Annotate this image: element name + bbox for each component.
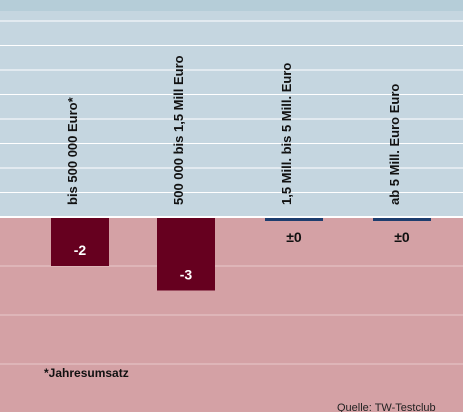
footnote: *Jahresumsatz [44,366,129,380]
source-note: Quelle: TW-Testclub [337,402,436,412]
value-labels: -2 -3 ±0 ±0 [74,229,410,283]
gridlines [0,20,463,365]
category-labels: bis 500 000 Euro* 500 000 bis 1,5 Mill Eu… [65,55,402,205]
bars [51,216,431,291]
top-band [0,0,463,11]
category-label: 500 000 bis 1,5 Mill Euro [171,55,186,205]
bar [157,217,215,291]
bar [373,216,431,221]
value-label: ±0 [286,229,302,245]
value-label: -3 [180,267,193,283]
category-label: 1,5 Mill. bis 5 Mill. Euro [279,63,294,205]
bar [51,217,109,266]
category-label: ab 5 Mill. Euro Euro [387,84,402,205]
bar [265,216,323,221]
category-label: bis 500 000 Euro* [65,96,80,205]
value-label: -2 [74,242,87,258]
value-label: ±0 [394,229,410,245]
